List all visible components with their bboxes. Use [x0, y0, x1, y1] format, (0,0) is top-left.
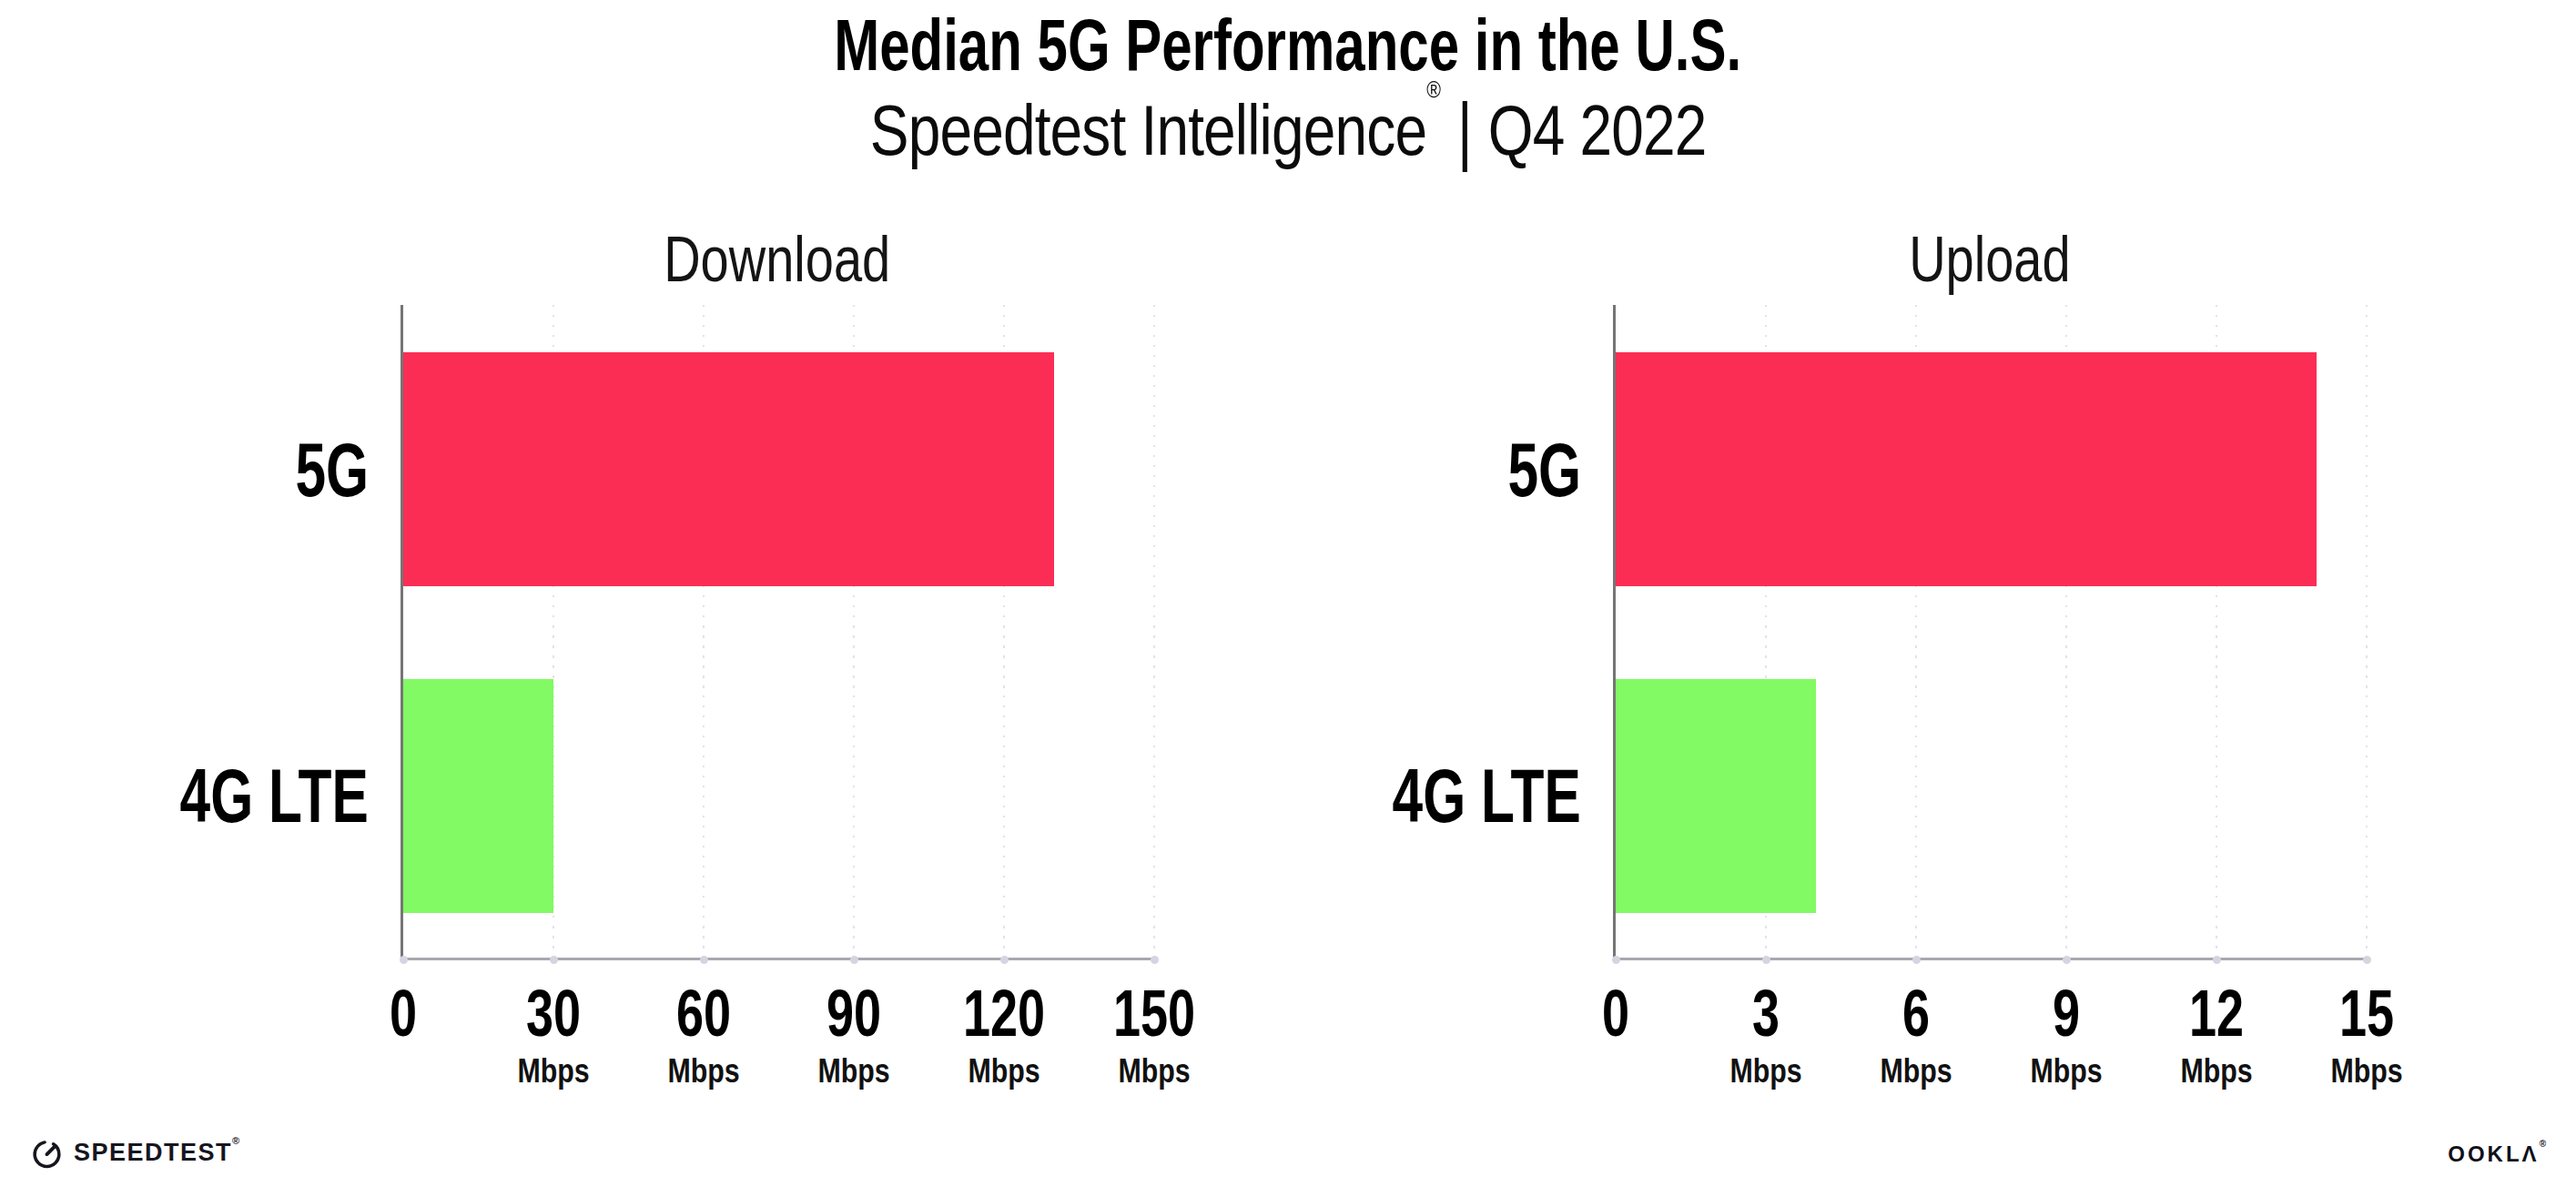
- tick-unit: Mbps: [1057, 1054, 1251, 1088]
- upload-chart: Upload 5G 4G LTE 03Mbps6Mbps9Mbps12Mbps1…: [1613, 228, 2367, 1101]
- download-category-label-4g-lte: 4G LTE: [0, 757, 369, 834]
- axis-tick-dot: [2213, 956, 2221, 964]
- axis-tick-dot: [1151, 956, 1159, 964]
- axis-tick-dot: [2363, 956, 2371, 964]
- upload-category-label-4g-lte-text: 4G LTE: [1393, 757, 1581, 834]
- upload-bar-5g: [1616, 352, 2317, 586]
- axis-tick-dot: [2063, 956, 2071, 964]
- download-chart-title-text: Download: [664, 228, 890, 291]
- download-chart: Download 5G 4G LTE 030Mbps60Mbps90Mbps12…: [401, 228, 1154, 1101]
- axis-tick-dot: [1612, 956, 1620, 964]
- axis-tick-dot: [1762, 956, 1770, 964]
- axis-tick-dot: [850, 956, 858, 964]
- tick-value: 150: [1066, 980, 1243, 1046]
- ookla-wordmark-text: OOKLΛ: [2448, 1141, 2539, 1166]
- ookla-logo: OOKLΛ®: [2448, 1143, 2546, 1165]
- speedtest-gauge-icon: [30, 1136, 64, 1170]
- speedtest-wordmark-text: SPEEDTEST: [74, 1139, 232, 1166]
- subtitle-period: Q4 2022: [1488, 90, 1707, 170]
- page-subtitle: Speedtest Intelligence®|Q4 2022: [0, 95, 2576, 166]
- axis-tick-dot: [1912, 956, 1921, 964]
- page-title: Median 5G Performance in the U.S.: [0, 9, 2576, 82]
- upload-category-label-5g: 5G: [1199, 431, 1581, 508]
- subtitle-brand: Speedtest Intelligence: [870, 90, 1426, 170]
- axis-tick-dot: [700, 956, 708, 964]
- gridline: [2366, 305, 2368, 958]
- upload-plot-area: 5G 4G LTE 03Mbps6Mbps9Mbps12Mbps15Mbps: [1613, 305, 2367, 960]
- ookla-registered-mark: ®: [2540, 1139, 2546, 1149]
- subtitle-separator: |: [1457, 92, 1472, 168]
- x-tick-label: 150 Mbps: [1036, 980, 1273, 1088]
- gridline: [1153, 305, 1155, 958]
- page-subtitle-text: Speedtest Intelligence®|Q4 2022: [870, 95, 1707, 166]
- axis-tick-dot: [400, 956, 408, 964]
- axis-tick-dot: [1000, 956, 1009, 964]
- speedtest-wordmark: SPEEDTEST®: [74, 1141, 239, 1165]
- download-category-label-4g-lte-text: 4G LTE: [180, 757, 369, 834]
- download-plot-area: 5G 4G LTE 030Mbps60Mbps90Mbps120Mbps150M…: [401, 305, 1154, 960]
- tick-unit: Mbps: [2269, 1054, 2463, 1088]
- x-tick-label: 15 Mbps: [2248, 980, 2485, 1088]
- registered-mark: ®: [1426, 76, 1441, 103]
- speedtest-registered-mark: ®: [232, 1135, 239, 1146]
- download-bar-5g: [403, 352, 1054, 586]
- infographic-page: Median 5G Performance in the U.S. Speedt…: [0, 0, 2576, 1197]
- speedtest-logo: SPEEDTEST®: [30, 1136, 239, 1170]
- upload-category-label-5g-text: 5G: [1507, 431, 1581, 508]
- axis-tick-dot: [550, 956, 558, 964]
- download-category-label-5g: 5G: [0, 431, 369, 508]
- upload-chart-title: Upload: [1613, 228, 2367, 291]
- upload-bar-4g-lte: [1616, 679, 1816, 913]
- tick-value: 15: [2278, 980, 2456, 1046]
- download-bar-4g-lte: [403, 679, 553, 913]
- upload-chart-title-text: Upload: [1909, 228, 2070, 291]
- upload-category-label-4g-lte: 4G LTE: [1199, 757, 1581, 834]
- download-category-label-5g-text: 5G: [295, 431, 369, 508]
- page-title-text: Median 5G Performance in the U.S.: [835, 9, 1742, 82]
- download-chart-title: Download: [401, 228, 1154, 291]
